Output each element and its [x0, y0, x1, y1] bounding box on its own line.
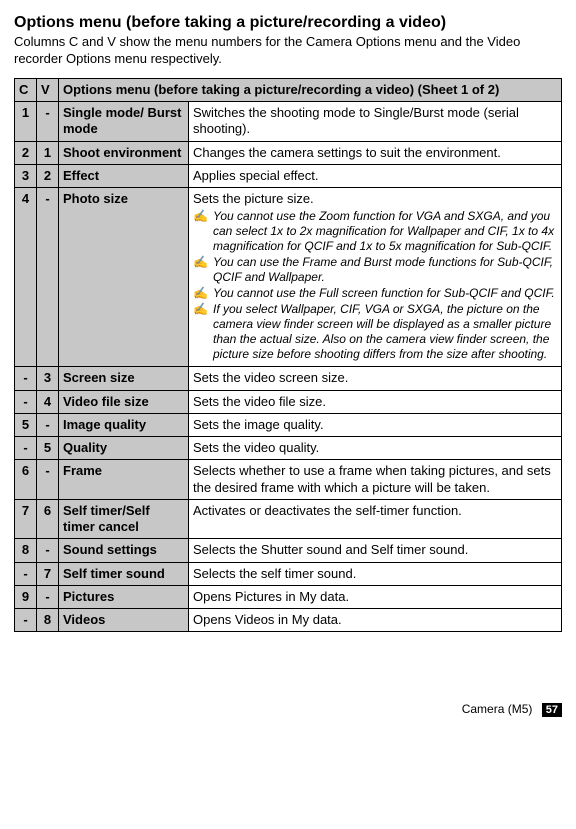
cell-desc: Selects the self timer sound.: [189, 562, 562, 585]
options-table: C V Options menu (before taking a pictur…: [14, 78, 562, 633]
cell-name: Shoot environment: [59, 141, 189, 164]
cell-desc: Opens Videos in My data.: [189, 609, 562, 632]
cell-name: Screen size: [59, 367, 189, 390]
cell-desc: Sets the video screen size.: [189, 367, 562, 390]
col-header-c: C: [15, 78, 37, 101]
table-row: -4Video file sizeSets the video file siz…: [15, 390, 562, 413]
table-row: -8VideosOpens Videos in My data.: [15, 609, 562, 632]
table-row: 76Self timer/Self timer cancelActivates …: [15, 499, 562, 539]
footer-section: Camera (M5): [462, 702, 533, 716]
cell-v: 7: [37, 562, 59, 585]
cell-name: Single mode/ Burst mode: [59, 102, 189, 142]
cell-c: -: [15, 562, 37, 585]
cell-c: 5: [15, 413, 37, 436]
cell-v: 1: [37, 141, 59, 164]
cell-name: Self timer sound: [59, 562, 189, 585]
table-row: 21Shoot environmentChanges the camera se…: [15, 141, 562, 164]
cell-c: 3: [15, 164, 37, 187]
intro-text: Columns C and V show the menu numbers fo…: [14, 34, 562, 68]
cell-v: -: [37, 539, 59, 562]
table-row: 8-Sound settingsSelects the Shutter soun…: [15, 539, 562, 562]
table-row: 1-Single mode/ Burst modeSwitches the sh…: [15, 102, 562, 142]
cell-v: -: [37, 102, 59, 142]
cell-desc: Activates or deactivates the self-timer …: [189, 499, 562, 539]
note-item: If you select Wallpaper, CIF, VGA or SXG…: [193, 302, 557, 362]
cell-c: -: [15, 609, 37, 632]
cell-desc: Sets the picture size.You cannot use the…: [189, 188, 562, 367]
cell-v: 6: [37, 499, 59, 539]
cell-name: Effect: [59, 164, 189, 187]
cell-desc: Changes the camera settings to suit the …: [189, 141, 562, 164]
note-item: You cannot use the Full screen function …: [193, 286, 557, 301]
table-row: 5-Image qualitySets the image quality.: [15, 413, 562, 436]
cell-name: Image quality: [59, 413, 189, 436]
cell-desc: Switches the shooting mode to Single/Bur…: [189, 102, 562, 142]
cell-v: 4: [37, 390, 59, 413]
cell-v: 5: [37, 437, 59, 460]
table-row: -5QualitySets the video quality.: [15, 437, 562, 460]
table-row: 32EffectApplies special effect.: [15, 164, 562, 187]
cell-desc: Selects the Shutter sound and Self timer…: [189, 539, 562, 562]
cell-name: Quality: [59, 437, 189, 460]
cell-desc: Opens Pictures in My data.: [189, 585, 562, 608]
table-row: 9-PicturesOpens Pictures in My data.: [15, 585, 562, 608]
cell-c: -: [15, 367, 37, 390]
cell-desc: Sets the image quality.: [189, 413, 562, 436]
cell-v: -: [37, 413, 59, 436]
col-header-v: V: [37, 78, 59, 101]
cell-desc: Applies special effect.: [189, 164, 562, 187]
cell-name: Photo size: [59, 188, 189, 367]
cell-name: Frame: [59, 460, 189, 500]
cell-c: 4: [15, 188, 37, 367]
cell-v: 3: [37, 367, 59, 390]
cell-c: -: [15, 437, 37, 460]
table-row: 6-FrameSelects whether to use a frame wh…: [15, 460, 562, 500]
cell-c: 2: [15, 141, 37, 164]
cell-name: Pictures: [59, 585, 189, 608]
cell-v: -: [37, 460, 59, 500]
cell-name: Sound settings: [59, 539, 189, 562]
note-item: You can use the Frame and Burst mode fun…: [193, 255, 557, 285]
page-footer: Camera (M5) 57: [14, 702, 562, 717]
cell-c: 7: [15, 499, 37, 539]
cell-name: Videos: [59, 609, 189, 632]
notes-list: You cannot use the Zoom function for VGA…: [193, 209, 557, 362]
note-item: You cannot use the Zoom function for VGA…: [193, 209, 557, 254]
table-header-row: C V Options menu (before taking a pictur…: [15, 78, 562, 101]
cell-desc: Selects whether to use a frame when taki…: [189, 460, 562, 500]
table-row: -7Self timer soundSelects the self timer…: [15, 562, 562, 585]
col-header-sheet: Options menu (before taking a picture/re…: [59, 78, 562, 101]
cell-c: 1: [15, 102, 37, 142]
footer-page-number: 57: [542, 703, 562, 717]
cell-v: -: [37, 585, 59, 608]
cell-c: 6: [15, 460, 37, 500]
cell-name: Video file size: [59, 390, 189, 413]
cell-c: 8: [15, 539, 37, 562]
table-row: 4-Photo sizeSets the picture size.You ca…: [15, 188, 562, 367]
cell-name: Self timer/Self timer cancel: [59, 499, 189, 539]
cell-c: -: [15, 390, 37, 413]
cell-desc: Sets the video quality.: [189, 437, 562, 460]
cell-v: -: [37, 188, 59, 367]
cell-v: 2: [37, 164, 59, 187]
cell-desc: Sets the video file size.: [189, 390, 562, 413]
table-row: -3Screen sizeSets the video screen size.: [15, 367, 562, 390]
cell-c: 9: [15, 585, 37, 608]
cell-v: 8: [37, 609, 59, 632]
page-title: Options menu (before taking a picture/re…: [14, 14, 562, 32]
